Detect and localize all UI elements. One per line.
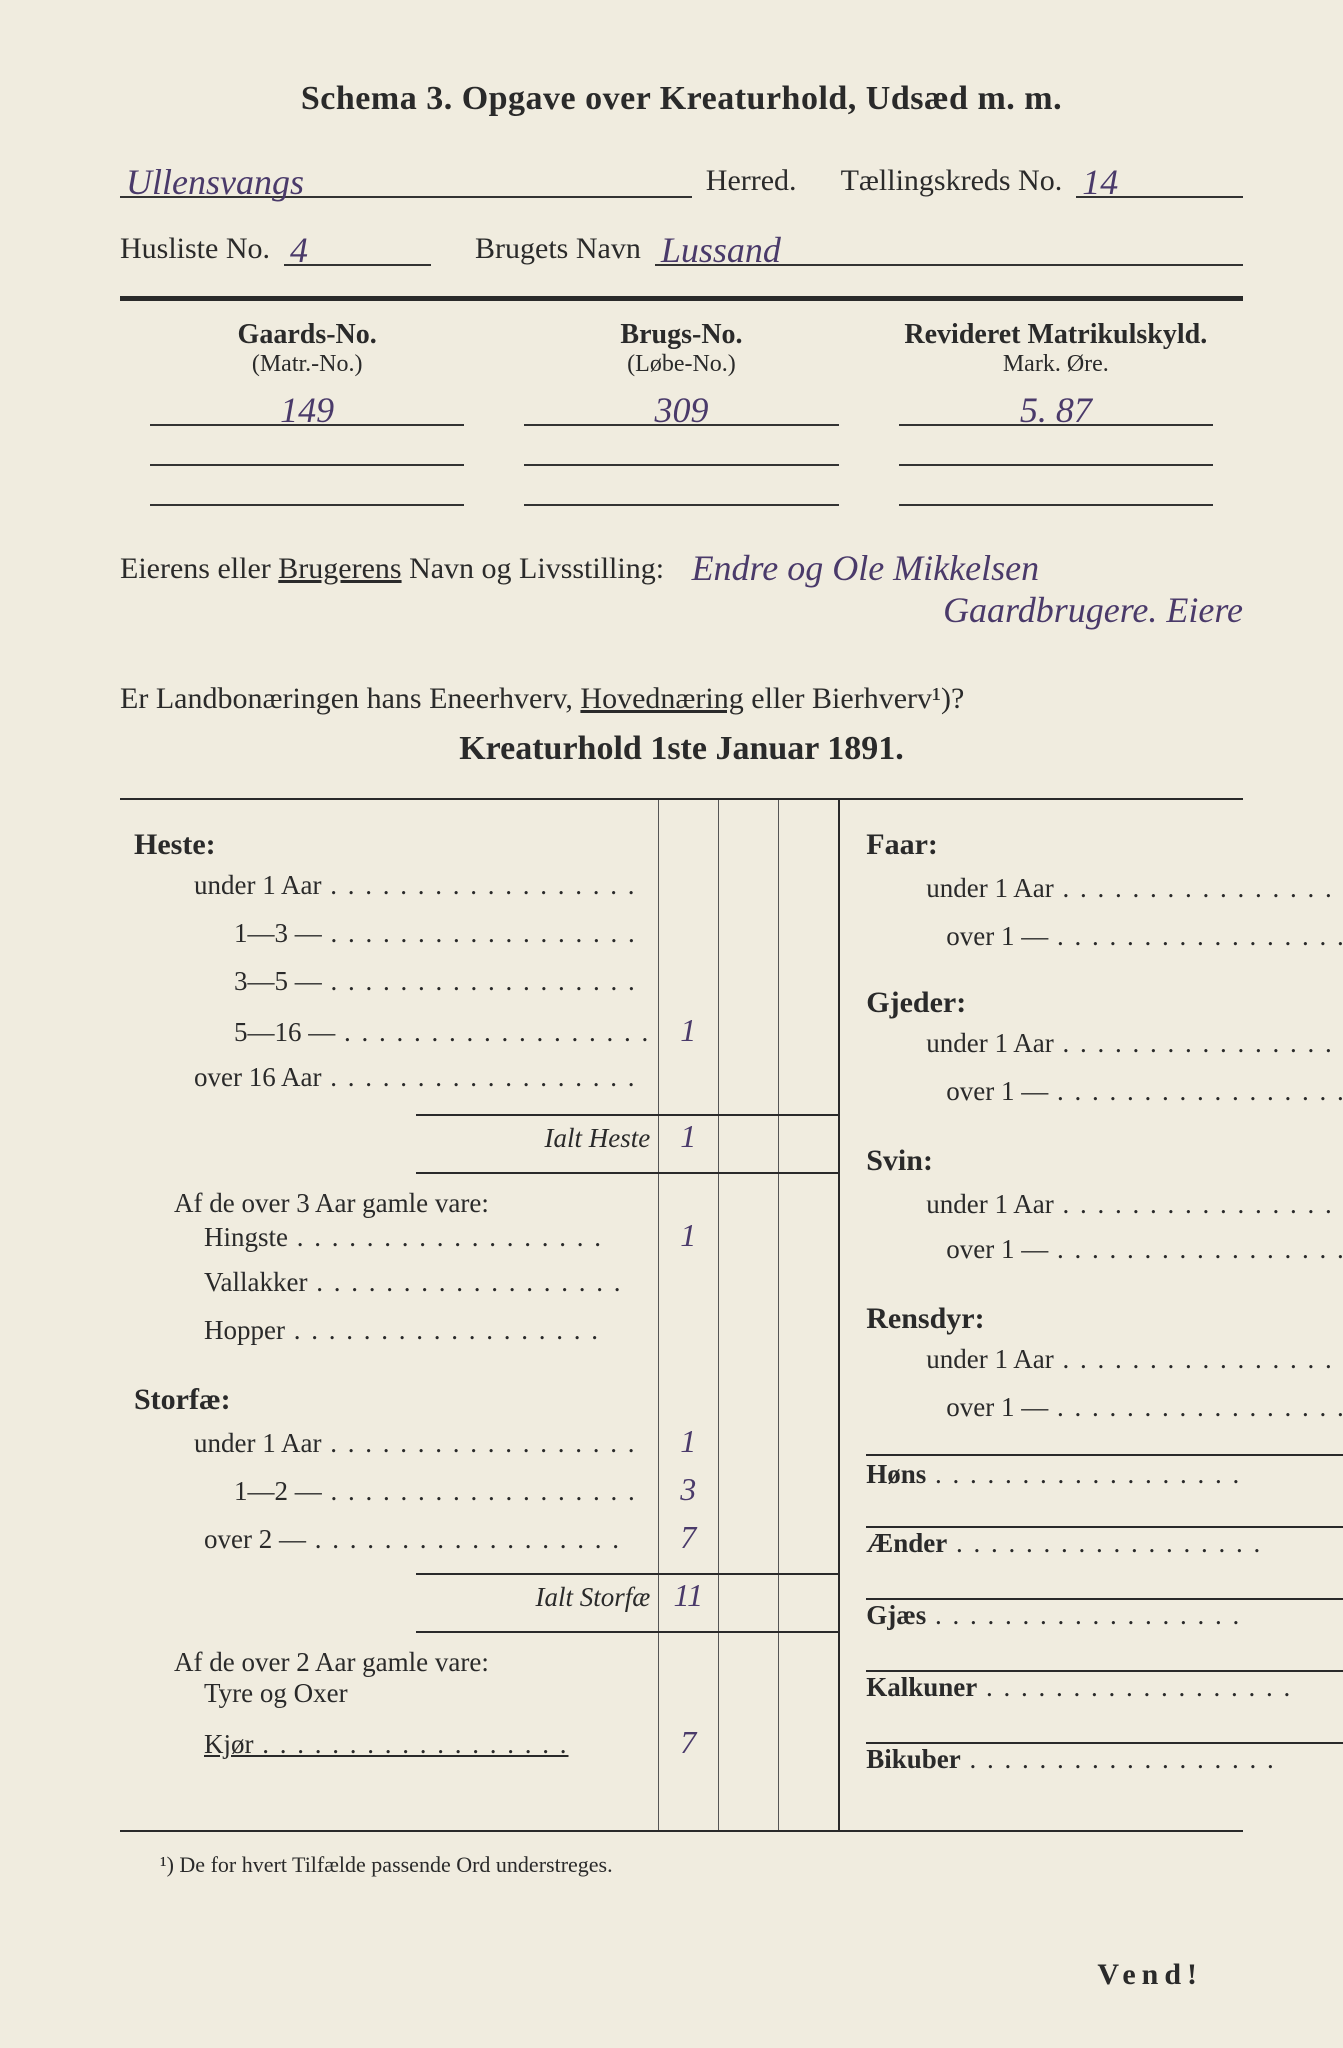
kalkuner-row: Kalkuner bbox=[866, 1672, 1343, 1728]
storfe-o2-value: 7 bbox=[658, 1521, 718, 1553]
gaard-sub: (Matr.-No.) bbox=[120, 351, 494, 378]
gaard-field: 149 bbox=[150, 384, 464, 426]
storfe-o2-row: over 2 —7 bbox=[134, 1521, 838, 1569]
heste-total-value: 1 bbox=[658, 1120, 718, 1152]
skyld-label: Revideret Matrikulskyld. bbox=[904, 319, 1207, 350]
tyre-row: Tyre og Oxer bbox=[134, 1678, 838, 1726]
faar-head: Faar: bbox=[866, 828, 1343, 862]
q-pre: Er Landbonæringen hans bbox=[120, 682, 429, 715]
ledger-table: Heste: under 1 Aar 1—3 — 3—5 — 5—16 —1 o… bbox=[120, 798, 1243, 1832]
heste-516-row: 5—16 —1 bbox=[134, 1014, 838, 1062]
vallakker-row: Vallakker bbox=[134, 1267, 838, 1315]
brug-field: 309 bbox=[524, 384, 838, 426]
brugnavn-value: Lussand bbox=[661, 232, 1237, 268]
storfe-head: Storfæ: bbox=[134, 1383, 838, 1417]
hons-row: Høns5 bbox=[866, 1456, 1343, 1512]
skyld-value: 5. 87 bbox=[899, 392, 1213, 428]
aender-row: Ænder bbox=[866, 1528, 1343, 1584]
bikuber-row: Bikuber bbox=[866, 1744, 1343, 1800]
ledger-left-col: Heste: under 1 Aar 1—3 — 3—5 — 5—16 —1 o… bbox=[120, 800, 840, 1830]
header-row-1: Ullensvangs Herred. Tællingskreds No. 14 bbox=[120, 158, 1243, 198]
storfe-u1-value: 1 bbox=[658, 1425, 718, 1457]
storfe-12-row: 1—2 —3 bbox=[134, 1473, 838, 1521]
matr-blank-row-2 bbox=[120, 484, 1243, 506]
gjeder-head: Gjeder: bbox=[866, 986, 1343, 1020]
q-b: Hovednæring bbox=[580, 682, 743, 715]
brugnavn-field: Lussand bbox=[655, 226, 1243, 266]
owner-line: Eierens eller Brugerens Navn og Livsstil… bbox=[120, 550, 1243, 630]
gaard-label: Gaards-No. bbox=[238, 319, 377, 350]
matr-headers: Gaards-No. (Matr.-No.) Brugs-No. (Løbe-N… bbox=[120, 319, 1243, 378]
kreaturhold-subtitle: Kreaturhold 1ste Januar 1891. bbox=[120, 730, 1243, 768]
kreds-value: 14 bbox=[1082, 164, 1237, 200]
owner-label-a: Eierens bbox=[120, 552, 210, 585]
gjeder-o1-row: over 1 — bbox=[866, 1076, 1343, 1124]
occupation-question: Er Landbonæringen hans Eneerhverv, Hoved… bbox=[120, 682, 1243, 716]
rensdyr-head: Rensdyr: bbox=[866, 1302, 1343, 1336]
gaard-col: Gaards-No. (Matr.-No.) bbox=[120, 319, 494, 378]
schema-title: Schema 3. Opgave over Kreaturhold, Udsæd… bbox=[120, 80, 1243, 118]
hopper-row: Hopper bbox=[134, 1315, 838, 1363]
owner-label-rest: Navn og Livsstilling: bbox=[402, 552, 665, 585]
storfe-total-row: Ialt Storfæ11 bbox=[134, 1579, 838, 1627]
brugnavn-label: Brugets Navn bbox=[475, 232, 641, 266]
faar-u1-row: under 1 Aar11 bbox=[866, 870, 1343, 918]
herred-label: Herred. bbox=[706, 164, 797, 198]
rensdyr-u1-row: under 1 Aar bbox=[866, 1344, 1343, 1392]
svin-u1-row: under 1 Aar1 bbox=[866, 1186, 1343, 1234]
owner-label-b: Brugerens bbox=[278, 552, 401, 585]
storfe-total-value: 11 bbox=[658, 1579, 718, 1611]
heste-13-row: 1—3 — bbox=[134, 918, 838, 966]
herred-field: Ullensvangs bbox=[120, 158, 692, 198]
owner-label-or: eller bbox=[210, 552, 278, 585]
owner-value-2: Gaardbrugere. Eiere bbox=[943, 590, 1243, 630]
skyld-col: Revideret Matrikulskyld. Mark. Øre. bbox=[869, 319, 1243, 378]
vend-label: Vend! bbox=[120, 1958, 1243, 1992]
heste-516-value: 1 bbox=[658, 1014, 718, 1046]
kreds-field: 14 bbox=[1076, 158, 1243, 198]
matr-values: 149 309 5. 87 bbox=[120, 384, 1243, 426]
faar-o1-row: over 1 —26 bbox=[866, 918, 1343, 966]
gjaes-row: Gjæs bbox=[866, 1600, 1343, 1656]
kjor-row: Kjør7 bbox=[134, 1726, 838, 1774]
document-page: Schema 3. Opgave over Kreaturhold, Udsæd… bbox=[0, 0, 1343, 2048]
footnote: ¹) De for hvert Tilfælde passende Ord un… bbox=[120, 1852, 1243, 1878]
brug-sub: (Løbe-No.) bbox=[494, 351, 868, 378]
gjeder-u1-row: under 1 Aar bbox=[866, 1028, 1343, 1076]
hingste-value: 1 bbox=[658, 1219, 718, 1251]
rensdyr-o1-row: over 1 — bbox=[866, 1392, 1343, 1440]
herred-value: Ullensvangs bbox=[126, 164, 686, 200]
q-c: Bierhverv bbox=[812, 682, 932, 715]
owner-value-1: Endre og Ole Mikkelsen bbox=[692, 550, 1040, 586]
q-suffix: ¹)? bbox=[932, 682, 964, 715]
svin-head: Svin: bbox=[866, 1144, 1343, 1178]
husliste-label: Husliste No. bbox=[120, 232, 270, 266]
skyld-field: 5. 87 bbox=[899, 384, 1213, 426]
husliste-value: 4 bbox=[290, 232, 425, 268]
brug-value: 309 bbox=[524, 392, 838, 428]
ledger-right-col: Faar: under 1 Aar11 over 1 —26 Gjeder: u… bbox=[840, 800, 1343, 1830]
brug-col: Brugs-No. (Løbe-No.) bbox=[494, 319, 868, 378]
hingste-row: Hingste1 bbox=[134, 1219, 838, 1267]
heste-head: Heste: bbox=[134, 828, 838, 862]
header-row-2: Husliste No. 4 Brugets Navn Lussand bbox=[120, 226, 1243, 266]
svin-o1-row: over 1 — bbox=[866, 1234, 1343, 1282]
q-a: Eneerhverv bbox=[429, 682, 565, 715]
husliste-field: 4 bbox=[284, 226, 431, 266]
heste-total-row: Ialt Heste1 bbox=[134, 1120, 838, 1168]
storfe-sub: Af de over 2 Aar gamle vare: bbox=[134, 1647, 838, 1678]
heste-u1-row: under 1 Aar bbox=[134, 870, 838, 918]
storfe-u1-row: under 1 Aar1 bbox=[134, 1425, 838, 1473]
brug-label: Brugs-No. bbox=[620, 319, 742, 350]
matr-blank-row bbox=[120, 444, 1243, 466]
skyld-sub: Mark. Øre. bbox=[869, 351, 1243, 378]
heste-o16-row: over 16 Aar bbox=[134, 1062, 838, 1110]
rule-thick bbox=[120, 296, 1243, 301]
heste-sub: Af de over 3 Aar gamle vare: bbox=[134, 1188, 838, 1219]
storfe-12-value: 3 bbox=[658, 1473, 718, 1505]
kjor-value: 7 bbox=[658, 1726, 718, 1758]
heste-35-row: 3—5 — bbox=[134, 966, 838, 1014]
kreds-label: Tællingskreds No. bbox=[841, 164, 1063, 198]
gaard-value: 149 bbox=[150, 392, 464, 428]
